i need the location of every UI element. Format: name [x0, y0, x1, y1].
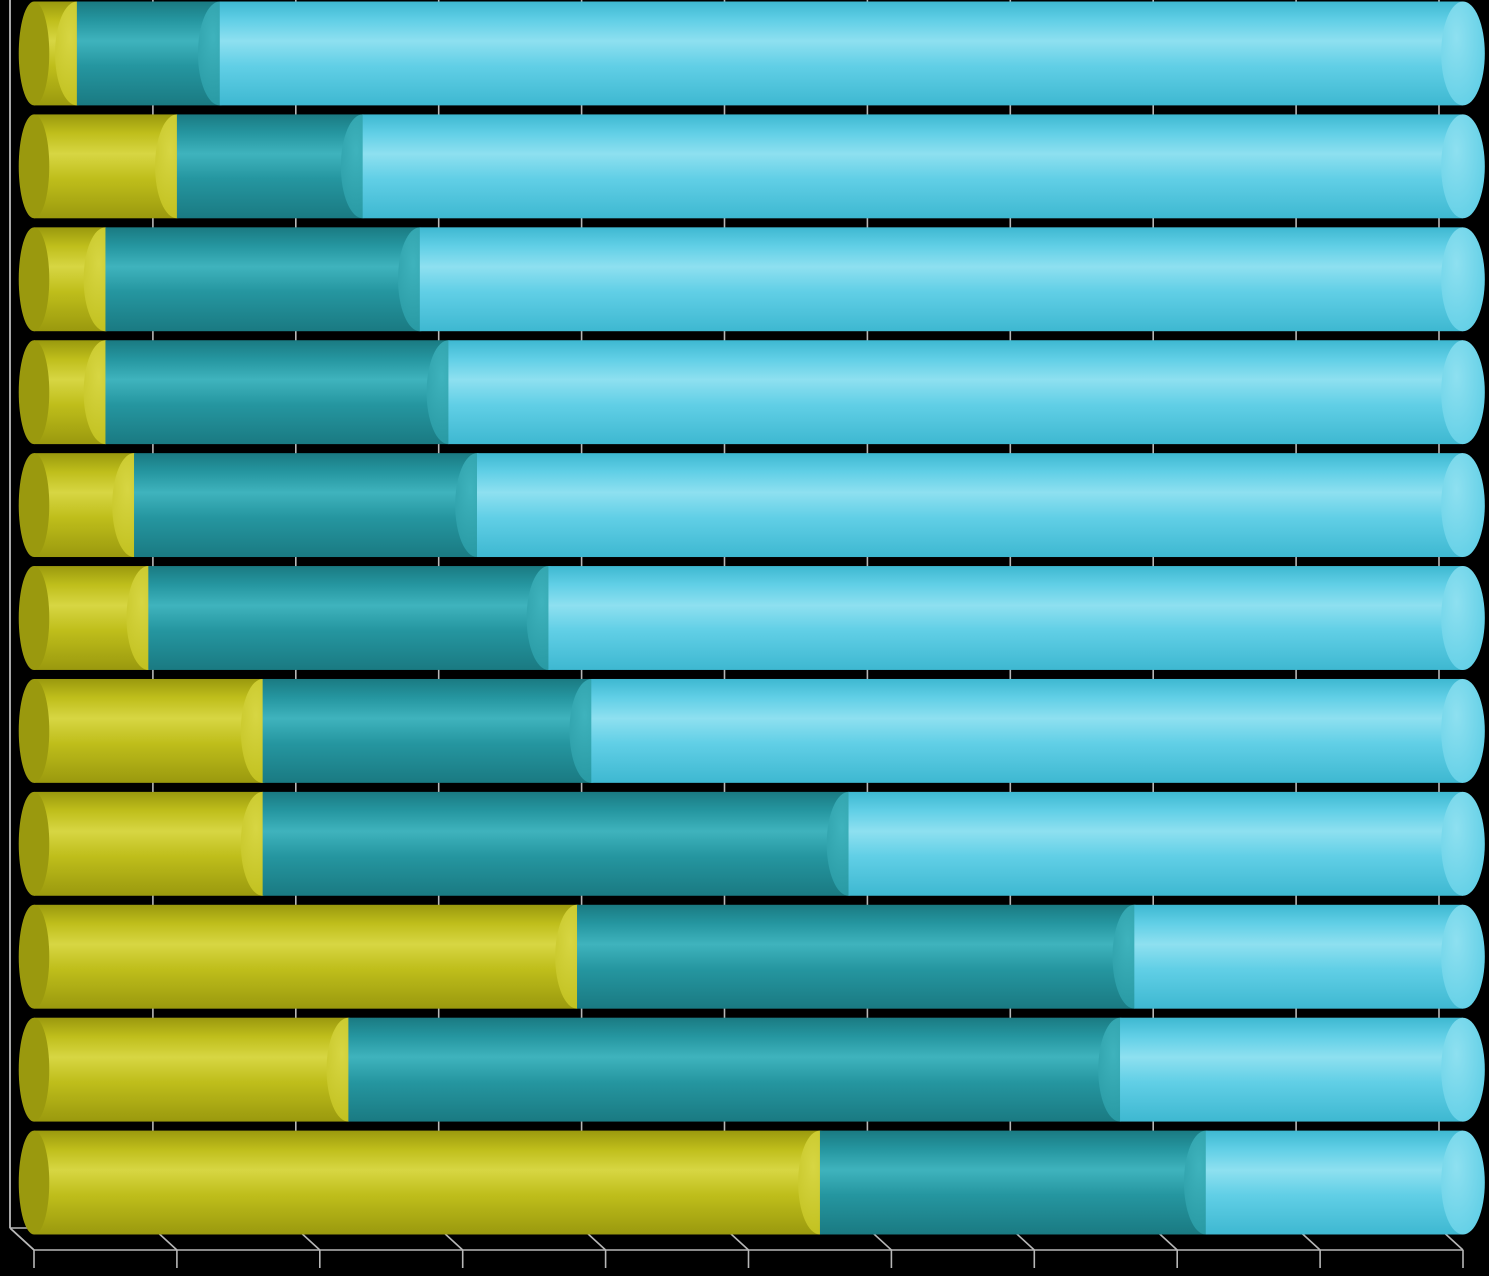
- bar-segment: [105, 340, 448, 444]
- bar-row: [19, 679, 1485, 783]
- bars: [19, 2, 1485, 1235]
- bar-cap: [1441, 2, 1485, 106]
- bar-segment: [177, 114, 363, 218]
- bar-row: [19, 453, 1485, 557]
- bar-row: [19, 1131, 1485, 1235]
- bar-row: [19, 792, 1485, 896]
- bar-segment: [1120, 1018, 1463, 1122]
- bar-row: [19, 566, 1485, 670]
- bar-row: [19, 227, 1485, 331]
- bar-segment: [1206, 1131, 1463, 1235]
- bar-left-cap: [19, 227, 50, 331]
- bar-left-cap: [19, 114, 50, 218]
- bar-left-cap: [19, 453, 50, 557]
- bar-segment: [420, 227, 1463, 331]
- bar-cap: [1441, 340, 1485, 444]
- bar-left-cap: [19, 566, 50, 670]
- bar-left-cap: [19, 340, 50, 444]
- bar-cap: [1441, 792, 1485, 896]
- bar-left-cap: [19, 1131, 50, 1235]
- bar-cap: [1441, 566, 1485, 670]
- bar-row: [19, 114, 1485, 218]
- bar-segment: [577, 905, 1134, 1009]
- bar-segment: [148, 566, 548, 670]
- bar-segment: [820, 1131, 1206, 1235]
- bar-cap: [1441, 679, 1485, 783]
- bar-segment: [849, 792, 1463, 896]
- bar-left-cap: [19, 679, 50, 783]
- bar-cap: [1441, 114, 1485, 218]
- bar-row: [19, 340, 1485, 444]
- bar-segment: [34, 792, 263, 896]
- bar-segment: [105, 227, 419, 331]
- bar-segment: [34, 905, 577, 1009]
- bar-segment: [448, 340, 1463, 444]
- bar-cap: [1441, 227, 1485, 331]
- stacked-bar-chart: [0, 0, 1489, 1276]
- bar-row: [19, 905, 1485, 1009]
- chart-svg: [0, 0, 1489, 1276]
- bar-segment: [263, 792, 849, 896]
- bar-left-cap: [19, 905, 50, 1009]
- bar-left-cap: [19, 2, 50, 106]
- bar-segment: [134, 453, 477, 557]
- bar-cap: [1441, 453, 1485, 557]
- bar-segment: [363, 114, 1463, 218]
- bar-segment: [34, 1131, 820, 1235]
- bar-left-cap: [19, 1018, 50, 1122]
- bar-segment: [477, 453, 1463, 557]
- bar-segment: [263, 679, 592, 783]
- bar-segment: [591, 679, 1463, 783]
- bar-left-cap: [19, 792, 50, 896]
- bar-row: [19, 2, 1485, 106]
- bar-row: [19, 1018, 1485, 1122]
- bar-segment: [34, 1018, 348, 1122]
- bar-cap: [1441, 905, 1485, 1009]
- bar-segment: [34, 679, 263, 783]
- bar-segment: [220, 2, 1463, 106]
- bar-cap: [1441, 1131, 1485, 1235]
- bar-segment: [548, 566, 1463, 670]
- bar-segment: [348, 1018, 1120, 1122]
- bar-segment: [1134, 905, 1463, 1009]
- bar-cap: [1441, 1018, 1485, 1122]
